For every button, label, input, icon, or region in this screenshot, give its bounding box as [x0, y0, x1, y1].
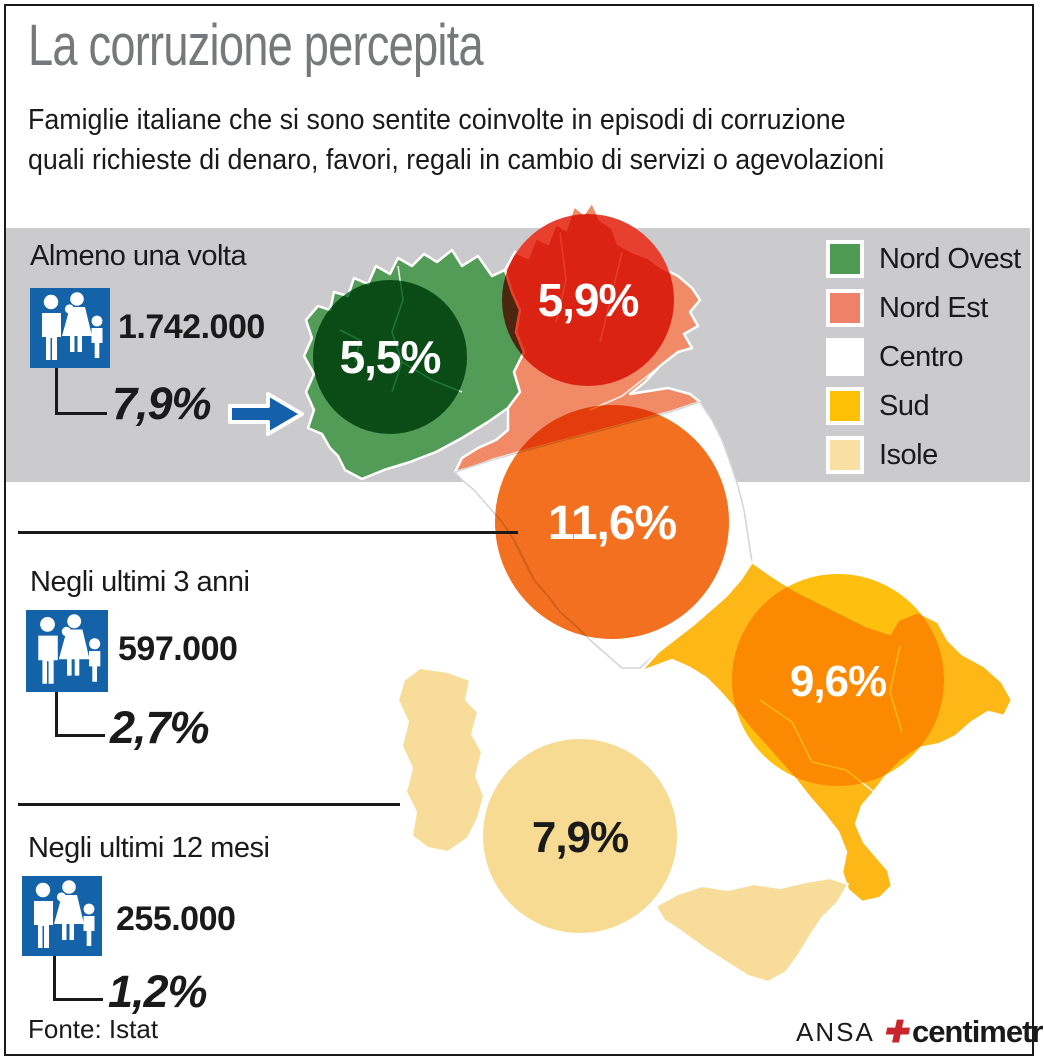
circle-nord-est — [502, 214, 674, 386]
legend-item-sud: Sud — [826, 387, 1021, 425]
source-note: Fonte: Istat — [28, 1014, 159, 1044]
centimetri-logo-text: centimetri — [911, 1014, 1044, 1049]
subtitle-line-1: Famiglie italiane che si sono sentite co… — [28, 104, 846, 136]
circle-centro — [495, 405, 729, 639]
connector-line — [55, 368, 58, 415]
plus-icon: ✚ — [881, 1015, 914, 1049]
legend-item-nord-est: Nord Est — [826, 289, 1021, 327]
map-value-isole: 7,9% — [532, 813, 628, 862]
connector-line — [55, 734, 105, 737]
stat-label-ultimi-3-anni: Negli ultimi 3 anni — [30, 566, 250, 598]
stat-value-ultimi-12-mesi: 255.000 — [116, 900, 236, 938]
stat-value-almeno-una-volta: 1.742.000 — [118, 308, 265, 346]
family-icon — [26, 610, 108, 692]
stat-percent-ultimi-12-mesi: 1,2% — [108, 966, 208, 1017]
arrow-right-icon — [228, 392, 304, 436]
legend-label: Nord Ovest — [879, 242, 1021, 275]
legend-swatch-nord-est — [826, 289, 864, 327]
stat-percent-almeno-una-volta: 7,9% — [112, 378, 212, 429]
agency-logo: ANSA ✚ centimetri — [796, 1014, 1044, 1050]
map-value-nord-ovest: 5,5% — [340, 331, 441, 383]
map-legend: Nord Ovest Nord Est Centro Sud Isole — [826, 240, 1021, 474]
legend-item-centro: Centro — [826, 338, 1021, 376]
map-region-sicilia — [655, 877, 849, 983]
map-region-sardegna — [397, 667, 485, 853]
legend-label: Isole — [879, 438, 938, 471]
connector-line — [55, 412, 107, 415]
map-value-sud: 9,6% — [790, 657, 886, 706]
ansa-logo-text: ANSA — [796, 1016, 875, 1047]
legend-swatch-sud — [826, 387, 864, 425]
circle-isole — [483, 739, 677, 933]
legend-label: Sud — [879, 389, 930, 422]
subtitle-line-2: quali richieste di denaro, favori, regal… — [28, 144, 885, 176]
page-title: La corruzione percepita — [28, 13, 484, 78]
legend-swatch-isole — [826, 436, 864, 474]
divider-line — [18, 531, 518, 534]
legend-label: Centro — [879, 340, 964, 373]
legend-item-isole: Isole — [826, 436, 1021, 474]
connector-line — [55, 692, 58, 737]
legend-swatch-centro — [826, 338, 864, 376]
map-value-centro: 11,6% — [548, 497, 677, 550]
stat-percent-ultimi-3-anni: 2,7% — [110, 702, 210, 753]
circle-nord-ovest — [313, 280, 467, 434]
legend-label: Nord Est — [879, 291, 988, 324]
stat-value-ultimi-3-anni: 597.000 — [118, 630, 238, 668]
family-icon — [30, 288, 110, 368]
stat-label-ultimi-12-mesi: Negli ultimi 12 mesi — [28, 832, 270, 864]
divider-line — [18, 803, 400, 806]
legend-item-nord-ovest: Nord Ovest — [826, 240, 1021, 278]
legend-swatch-nord-ovest — [826, 240, 864, 278]
circle-sud — [732, 574, 944, 786]
connector-line — [53, 956, 56, 1001]
map-value-nord-est: 5,9% — [538, 274, 639, 326]
stat-label-almeno-una-volta: Almeno una volta — [30, 240, 247, 272]
connector-line — [53, 998, 103, 1001]
family-icon — [22, 876, 102, 956]
subtitle: Famiglie italiane che si sono sentite co… — [28, 100, 884, 180]
